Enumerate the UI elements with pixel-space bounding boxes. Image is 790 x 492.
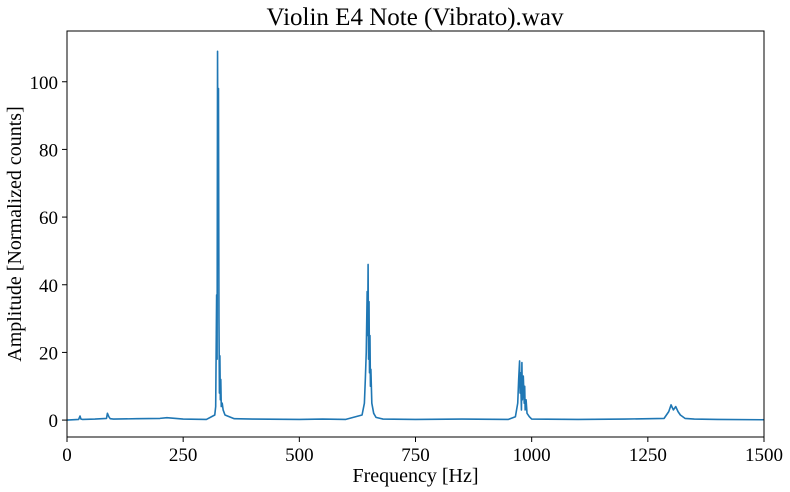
y-tick-label: 80 (39, 140, 58, 161)
plot-frame (66, 30, 765, 438)
x-axis-label: Frequency [Hz] (352, 465, 478, 487)
x-tick-label: 0 (62, 445, 72, 466)
y-axis-label: Amplitude [Normalized counts] (4, 106, 26, 362)
x-tick-label: 500 (285, 445, 314, 466)
x-tick-label: 250 (169, 445, 198, 466)
x-axis-ticks: 0 250 500 750 1000 1250 1500 (62, 437, 783, 466)
x-tick-label: 750 (401, 445, 430, 466)
y-tick-label: 60 (39, 208, 58, 229)
amplitude-series-line (67, 50, 764, 421)
y-tick-label: 20 (39, 343, 58, 364)
chart-title: Violin E4 Note (Vibrato).wav (267, 4, 564, 31)
y-tick-label: 40 (39, 276, 58, 297)
x-tick-label: 1250 (629, 445, 667, 466)
y-axis-ticks: 0 20 40 60 80 100 (30, 73, 67, 432)
y-tick-label: 100 (30, 73, 59, 94)
y-tick-label: 0 (49, 411, 59, 432)
x-tick-label: 1000 (513, 445, 551, 466)
x-tick-label: 1500 (745, 445, 783, 466)
